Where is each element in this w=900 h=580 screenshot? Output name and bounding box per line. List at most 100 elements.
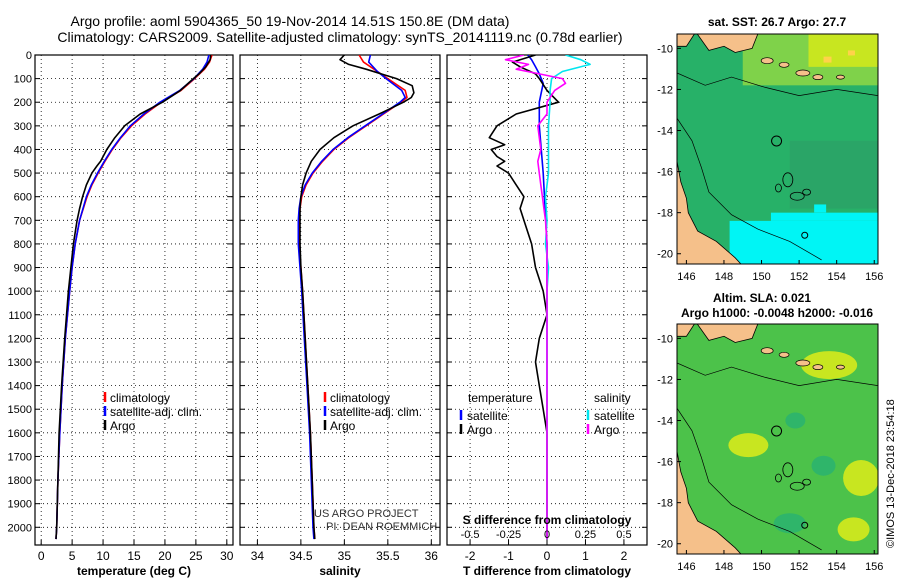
map-x-tick-label: 156: [865, 561, 883, 573]
map-y-tick-label: -10: [657, 333, 673, 345]
us-argo-annotation-line1: US ARGO PROJECT: [314, 508, 419, 520]
sla-high: [801, 351, 858, 380]
sst-map-title: sat. SST: 26.7 Argo: 27.7: [708, 15, 847, 29]
sla-low: [785, 412, 806, 429]
y-tick-label: 1200: [8, 333, 32, 345]
x-tick-label: 34: [251, 549, 265, 563]
series-group: [488, 55, 591, 540]
legend-title-salinity: salinity: [594, 391, 631, 405]
land-queensland: [677, 451, 742, 554]
map-x-tick-label: 150: [752, 561, 770, 573]
x-tick-label: 25: [189, 549, 203, 563]
legend-label: satellite: [467, 409, 508, 423]
series-group: [297, 55, 415, 540]
land-island: [812, 74, 824, 80]
us-argo-annotation-line2: PI: DEAN ROEMMICH: [326, 521, 437, 533]
x-tick-label: 0: [544, 549, 551, 563]
imos-timestamp: ©IMOS 13-Dec-2018 23:54:18: [885, 399, 897, 548]
differences-panel: -2 -1 0 1 2T difference from climatology temp…: [446, 54, 648, 578]
y-tick-label: 100: [14, 74, 32, 86]
x-tick-label: 35.5: [376, 549, 400, 563]
y-tick-label: 1600: [8, 428, 32, 440]
x-tick-label: 35: [338, 549, 352, 563]
x-tick-label: 2: [621, 549, 628, 563]
y-tick-label: 1700: [8, 451, 32, 463]
plot-frame: [446, 54, 648, 546]
plot-frame: [34, 54, 234, 546]
y-tick-label: 1300: [8, 357, 32, 369]
y-tick-label: 2000: [8, 522, 32, 534]
y-tick-label: 600: [14, 192, 32, 204]
cold-water-south: [729, 220, 878, 264]
sla-high: [728, 433, 769, 458]
plot-frame: [239, 54, 441, 546]
sla-map-title-line2: Argo h1000: -0.0048 h2000: -0.016: [681, 306, 873, 320]
map-y-tick-label: -10: [657, 43, 673, 55]
legend-label: Argo: [594, 423, 620, 437]
sla-high: [843, 460, 878, 497]
legend-label: satellite-adj. clim.: [330, 405, 422, 419]
title-line-1: Argo profile: aoml 5904365_50 19-Nov-201…: [71, 13, 510, 29]
x-tick-label: 20: [158, 549, 172, 563]
land-island: [812, 364, 824, 370]
reef-outline: [782, 462, 794, 478]
legend-label: satellite: [594, 409, 635, 423]
series-line-s-satellite: [544, 55, 591, 540]
map-x-tick-label: 146: [677, 561, 695, 573]
hot-spot: [847, 50, 855, 56]
secondary-marker: [801, 231, 809, 239]
map-y-tick-label: -20: [657, 539, 673, 551]
depth-contour: [677, 408, 822, 551]
series-line-argo: [55, 55, 212, 540]
map-x-tick-label: 154: [827, 561, 845, 573]
map-y-tick-label: -16: [657, 457, 673, 469]
map-x-tick-label: 148: [715, 271, 733, 283]
series-line-climatology: [298, 55, 408, 540]
y-tick-label: 1400: [8, 381, 32, 393]
x-tick-label: 5: [69, 549, 76, 563]
x-tick-label: 30: [220, 549, 234, 563]
map-x-tick-label: 152: [790, 561, 808, 573]
y-tick-label: 400: [14, 144, 32, 156]
map-y-tick-label: -16: [657, 167, 673, 179]
x-tick-label: 1: [582, 549, 589, 563]
reef-outline: [802, 188, 812, 196]
map-y-tick-label: -14: [657, 126, 673, 138]
reef-outline: [775, 473, 782, 483]
map-y-tick-label: -14: [657, 416, 673, 428]
map-y-tick-label: -20: [657, 249, 673, 261]
map-x-tick-label: 152: [790, 271, 808, 283]
series-line-t-argo: [488, 55, 560, 540]
map-content: [677, 34, 878, 264]
series-group: [55, 55, 213, 540]
s-tick-label: 0.25: [575, 529, 596, 541]
y-tick-label: 1800: [8, 475, 32, 487]
reef-outline: [802, 478, 812, 486]
map-x-tick-label: 148: [715, 561, 733, 573]
x-tick-label: -2: [465, 549, 476, 563]
y-tick-label: 500: [14, 168, 32, 180]
y-tick-label: 0: [26, 50, 32, 62]
reef-outline: [789, 481, 805, 491]
sla-low: [811, 455, 836, 476]
warmest-water: [808, 34, 878, 67]
series-line-s-argo: [504, 55, 567, 540]
x-tick-label: 0: [38, 549, 45, 563]
map-x-tick-label: 150: [752, 271, 770, 283]
map-y-tick-label: -18: [657, 208, 673, 220]
land-island: [760, 347, 774, 355]
s-tick-label: -0.25: [496, 529, 521, 541]
legend-label: Argo: [110, 419, 136, 433]
series-line-satellite-adj-clim-: [297, 55, 407, 540]
map-x-tick-label: 156: [865, 271, 883, 283]
y-tick-label: 1500: [8, 404, 32, 416]
land-queensland: [677, 161, 742, 264]
legend-label: satellite-adj. clim.: [110, 405, 202, 419]
x-tick-label: 10: [96, 549, 110, 563]
y-tick-label: 700: [14, 215, 32, 227]
reef-outline: [782, 172, 794, 188]
legend-title-temperature: temperature: [468, 391, 533, 405]
map-x-tick-label: 146: [677, 271, 695, 283]
y-tick-label: 900: [14, 263, 32, 275]
